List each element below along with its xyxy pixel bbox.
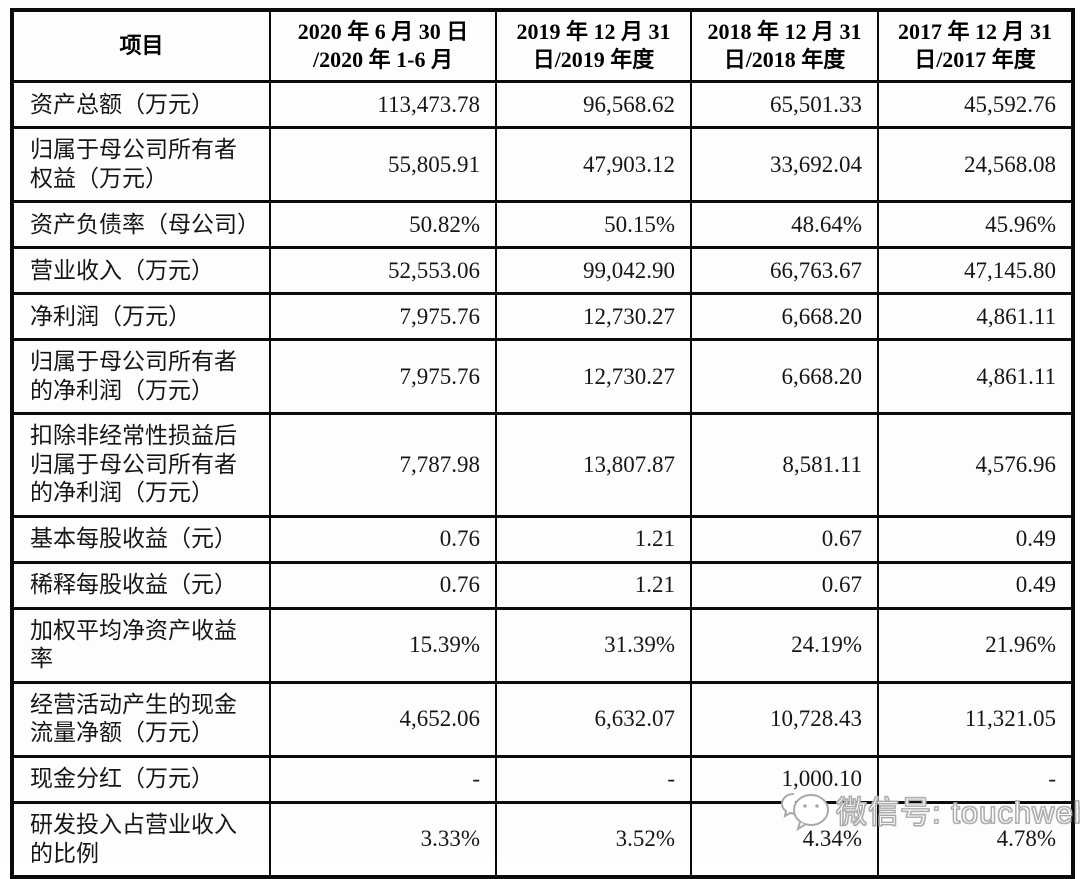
table-row: 扣除非经常性损益后 归属于母公司所有者 的净利润（万元） 7,787.98 13…: [11, 412, 1074, 518]
row-value: 7,787.98: [269, 412, 497, 518]
row-label: 加权平均净资产收益 率: [11, 606, 271, 684]
row-value: 55,805.91: [269, 126, 497, 204]
row-label: 资产负债率（母公司）: [11, 200, 271, 250]
row-value: -: [877, 754, 1074, 804]
row-value: 52,553.06: [269, 246, 497, 296]
row-value: 1.21: [495, 560, 692, 610]
row-value: 0.76: [269, 514, 497, 564]
row-value: 4,652.06: [269, 680, 497, 758]
row-value: 0.76: [269, 560, 497, 610]
table-header: 项目 2020 年 6 月 30 日 /2020 年 1-6 月 2019 年 …: [11, 8, 1074, 84]
table-row: 资产总额（万元） 113,473.78 96,568.62 65,501.33 …: [11, 80, 1074, 130]
row-label: 归属于母公司所有者 的净利润（万元）: [11, 338, 271, 416]
table-row: 净利润（万元） 7,975.76 12,730.27 6,668.20 4,86…: [11, 292, 1074, 342]
row-value: 96,568.62: [495, 80, 692, 130]
row-value: 45,592.76: [877, 80, 1074, 130]
row-value: 113,473.78: [269, 80, 497, 130]
row-label: 基本每股收益（元）: [11, 514, 271, 564]
row-value: 4,861.11: [877, 292, 1074, 342]
row-value: 45.96%: [877, 200, 1074, 250]
row-value: 50.15%: [495, 200, 692, 250]
row-value: 0.67: [690, 560, 879, 610]
row-label: 资产总额（万元）: [11, 80, 271, 130]
header-row: 项目 2020 年 6 月 30 日 /2020 年 1-6 月 2019 年 …: [11, 8, 1074, 84]
row-value: 99,042.90: [495, 246, 692, 296]
row-value: -: [269, 754, 497, 804]
row-value: 47,145.80: [877, 246, 1074, 296]
table-row: 加权平均净资产收益 率 15.39% 31.39% 24.19% 21.96%: [11, 606, 1074, 684]
row-label: 经营活动产生的现金 流量净额（万元）: [11, 680, 271, 758]
row-label: 净利润（万元）: [11, 292, 271, 342]
financial-table: 项目 2020 年 6 月 30 日 /2020 年 1-6 月 2019 年 …: [10, 8, 1075, 879]
row-label: 现金分红（万元）: [11, 754, 271, 804]
row-value: 6,668.20: [690, 292, 879, 342]
row-value: 48.64%: [690, 200, 879, 250]
row-label: 扣除非经常性损益后 归属于母公司所有者 的净利润（万元）: [11, 412, 271, 518]
row-value: 15.39%: [269, 606, 497, 684]
row-value: 12,730.27: [495, 292, 692, 342]
row-value: 1.21: [495, 514, 692, 564]
row-value: 0.67: [690, 514, 879, 564]
row-value: 24.19%: [690, 606, 879, 684]
table-row: 经营活动产生的现金 流量净额（万元） 4,652.06 6,632.07 10,…: [11, 680, 1074, 758]
row-value: 11,321.05: [877, 680, 1074, 758]
row-value: 24,568.08: [877, 126, 1074, 204]
column-header-2020: 2020 年 6 月 30 日 /2020 年 1-6 月: [269, 8, 497, 84]
column-header-2017: 2017 年 12 月 31 日/2017 年度: [877, 8, 1074, 84]
table-row: 归属于母公司所有者 权益（万元） 55,805.91 47,903.12 33,…: [11, 126, 1074, 204]
wechat-icon: [780, 793, 829, 832]
row-value: 47,903.12: [495, 126, 692, 204]
row-value: 65,501.33: [690, 80, 879, 130]
table-row: 营业收入（万元） 52,553.06 99,042.90 66,763.67 4…: [11, 246, 1074, 296]
row-value: -: [495, 754, 692, 804]
row-value: 7,975.76: [269, 292, 497, 342]
watermark-text: 微信号: touchweb: [835, 794, 1080, 830]
row-label: 归属于母公司所有者 权益（万元）: [11, 126, 271, 204]
table-body: 资产总额（万元） 113,473.78 96,568.62 65,501.33 …: [11, 80, 1074, 879]
row-label: 稀释每股收益（元）: [11, 560, 271, 610]
row-value: 6,632.07: [495, 680, 692, 758]
row-value: 7,975.76: [269, 338, 497, 416]
row-value: 6,668.20: [690, 338, 879, 416]
table-row: 基本每股收益（元） 0.76 1.21 0.67 0.49: [11, 514, 1074, 564]
watermark: 微信号: touchweb: [780, 786, 1080, 832]
row-value: 0.49: [877, 514, 1074, 564]
column-header-2019: 2019 年 12 月 31 日/2019 年度: [495, 8, 692, 84]
row-value: 8,581.11: [690, 412, 879, 518]
column-header-2018: 2018 年 12 月 31 日/2018 年度: [690, 8, 879, 84]
row-value: 31.39%: [495, 606, 692, 684]
row-value: 50.82%: [269, 200, 497, 250]
row-value: 12,730.27: [495, 338, 692, 416]
row-value: 33,692.04: [690, 126, 879, 204]
table-row: 归属于母公司所有者 的净利润（万元） 7,975.76 12,730.27 6,…: [11, 338, 1074, 416]
column-header-item: 项目: [11, 8, 271, 84]
row-value: 13,807.87: [495, 412, 692, 518]
row-value: 3.52%: [495, 800, 692, 879]
row-value: 10,728.43: [690, 680, 879, 758]
table-row: 资产负债率（母公司） 50.82% 50.15% 48.64% 45.96%: [11, 200, 1074, 250]
row-value: 0.49: [877, 560, 1074, 610]
row-value: 4,576.96: [877, 412, 1074, 518]
row-label: 营业收入（万元）: [11, 246, 271, 296]
row-label: 研发投入占营业收入 的比例: [11, 800, 271, 879]
table-row: 稀释每股收益（元） 0.76 1.21 0.67 0.49: [11, 560, 1074, 610]
row-value: 66,763.67: [690, 246, 879, 296]
row-value: 3.33%: [269, 800, 497, 879]
row-value: 4,861.11: [877, 338, 1074, 416]
row-value: 21.96%: [877, 606, 1074, 684]
